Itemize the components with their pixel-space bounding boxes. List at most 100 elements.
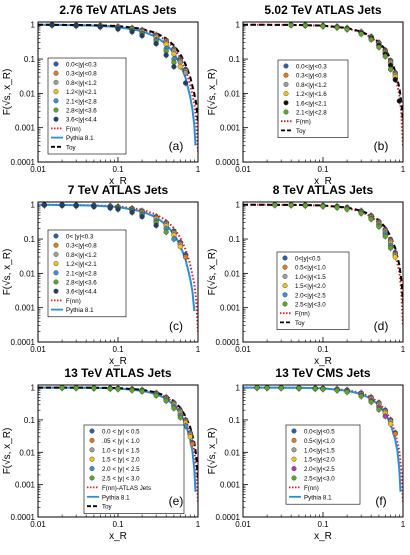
y-tick-label: 0.1 xyxy=(229,416,241,425)
legend-box xyxy=(277,59,349,138)
data-point xyxy=(107,205,113,211)
data-point xyxy=(382,53,388,59)
legend-marker xyxy=(282,292,288,298)
y-tick-label: 0.0001 xyxy=(216,338,241,347)
y-tick-label: 1 xyxy=(236,201,241,210)
legend-label: 0.5<|y|<1.0 xyxy=(295,265,326,272)
y-tick-label: 1 xyxy=(31,201,36,210)
y-tick-label: 0.01 xyxy=(19,89,35,98)
legend-marker xyxy=(283,81,289,87)
data-point xyxy=(49,22,55,28)
data-point xyxy=(177,244,183,250)
data-point xyxy=(376,406,382,413)
legend-marker xyxy=(53,288,59,294)
data-point xyxy=(59,202,65,209)
legend-label: F(nn)-ATLAS Jets xyxy=(102,485,151,492)
legend-label: 0.0 < |y| < 0.5 xyxy=(102,429,140,436)
data-point xyxy=(368,216,374,222)
y-axis-label: F(√s, x_R) xyxy=(206,69,218,116)
legend-label: 3.6<|y|<4.4 xyxy=(66,289,97,296)
data-point xyxy=(288,22,294,28)
y-tick-label: 0.01 xyxy=(224,448,240,457)
y-tick-label: 0.1 xyxy=(229,235,241,244)
legend-marker xyxy=(89,466,95,472)
data-point xyxy=(344,26,350,33)
x-tick-label: 0.01 xyxy=(30,345,46,354)
legend-label: Toy xyxy=(296,128,307,135)
data-point xyxy=(320,203,326,209)
data-point xyxy=(344,206,350,212)
data-point xyxy=(344,389,350,395)
x-tick-label: 1 xyxy=(401,345,406,354)
panel-e: 13 TeV ATLAS Jets10.10.010.0010.00010.01… xyxy=(1,366,201,542)
data-point xyxy=(183,80,189,86)
legend-label: 1.0<|y|<1.5 xyxy=(304,447,335,454)
legend-label: 2.5<|y|<3.0 xyxy=(304,476,335,483)
data-point xyxy=(183,70,189,76)
chart-title: 13 TeV CMS Jets xyxy=(275,366,370,380)
plot-area xyxy=(38,22,198,152)
data-point xyxy=(139,214,145,220)
legend-marker xyxy=(53,107,59,113)
data-point xyxy=(278,385,284,391)
data-point xyxy=(392,431,398,437)
series-line xyxy=(38,386,198,479)
y-tick-label: 0.1 xyxy=(229,55,241,64)
data-point xyxy=(153,41,159,47)
y-tick-label: 0.001 xyxy=(15,481,36,490)
data-point xyxy=(388,421,394,427)
data-point xyxy=(358,210,364,216)
data-point xyxy=(171,236,177,242)
y-tick-label: 0.0001 xyxy=(11,158,36,167)
y-tick-label: 0.01 xyxy=(19,269,35,278)
data-point xyxy=(320,386,326,392)
chart-title: 7 TeV ATLAS Jets xyxy=(68,183,169,197)
legend-label: 0<|y|<0.5 xyxy=(295,256,321,263)
y-tick-label: 1 xyxy=(31,384,36,393)
panel-label: (c) xyxy=(169,319,183,333)
legend-marker xyxy=(291,456,297,462)
legend-label: Pythia 8.1 xyxy=(66,135,94,142)
panel-b: 5.02 TeV ATLAS Jets10.10.010.0010.00010.… xyxy=(206,3,406,187)
x-axis-label: x_R xyxy=(109,176,127,187)
data-point xyxy=(272,202,278,208)
data-point xyxy=(163,52,169,58)
data-point xyxy=(368,399,374,405)
data-point xyxy=(392,77,398,83)
y-tick-label: 1 xyxy=(236,384,241,393)
legend-label: 0.3<|y|<0.8 xyxy=(66,243,97,250)
data-point xyxy=(171,64,177,70)
legend-marker xyxy=(53,98,59,104)
legend-label: 0.3<|y|<0.8 xyxy=(66,71,97,78)
data-point xyxy=(368,36,374,43)
x-tick-label: 0.01 xyxy=(235,520,251,529)
data-point xyxy=(320,23,326,29)
data-point xyxy=(129,387,135,393)
data-point xyxy=(358,31,364,37)
legend-marker xyxy=(283,100,289,106)
panel-a: 2.76 TeV ATLAS Jets10.10.010.0010.00010.… xyxy=(1,3,201,187)
data-point xyxy=(163,229,169,235)
data-point xyxy=(376,224,382,230)
y-tick-label: 0.0001 xyxy=(11,338,36,347)
data-point xyxy=(302,203,308,209)
y-tick-label: 0.0001 xyxy=(216,158,241,167)
y-tick-label: 0.001 xyxy=(220,304,241,313)
data-point xyxy=(139,33,145,39)
data-point xyxy=(97,24,103,30)
legend-marker xyxy=(283,91,289,97)
legend-label: 0.3<|y|<0.8 xyxy=(296,73,327,80)
legend-label: 0.0<|y|<0.3 xyxy=(296,64,327,71)
plot-frame xyxy=(37,384,199,518)
y-tick-label: 0.01 xyxy=(224,89,240,98)
x-tick-label: 0.1 xyxy=(317,165,329,174)
x-tick-label: 0.1 xyxy=(112,165,124,174)
legend: 0<|y|<0.5 0.5<|y|<1.0 1.0<|y|<1.5 1.5<|y|<2… xyxy=(276,251,350,330)
x-axis-label: x_R xyxy=(314,356,332,367)
chart-title: 2.76 TeV ATLAS Jets xyxy=(59,3,176,17)
plot-area xyxy=(38,385,198,502)
data-point xyxy=(177,414,183,420)
data-point xyxy=(115,26,121,32)
